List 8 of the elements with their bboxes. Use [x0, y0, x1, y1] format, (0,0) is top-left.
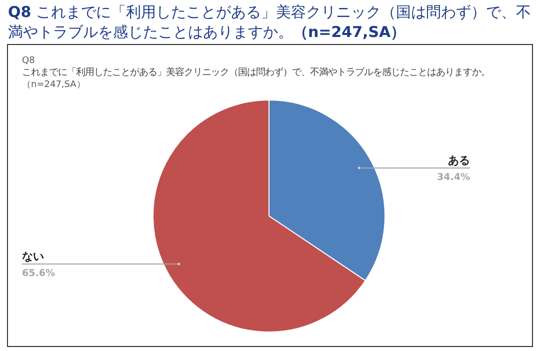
text: （n=247,SA）	[22, 80, 86, 90]
chart-title: Q8 これまでに「利用したことがある」美容クリニック（国は問わず）で、不満やトラブルを感じたことはありますか。（n=247,SA）	[8, 2, 532, 42]
data-label: 34.4%	[437, 172, 470, 183]
slice-label: ある	[448, 154, 470, 167]
text: Q8	[22, 56, 36, 66]
chart-subtitle: これまでに「利用したことがある」美容クリニック（国は問わず）で、不満やトラブルを感じたことはありますか。	[22, 67, 490, 78]
slice-label: ない	[22, 250, 44, 264]
data-label: 65.6%	[22, 268, 56, 280]
